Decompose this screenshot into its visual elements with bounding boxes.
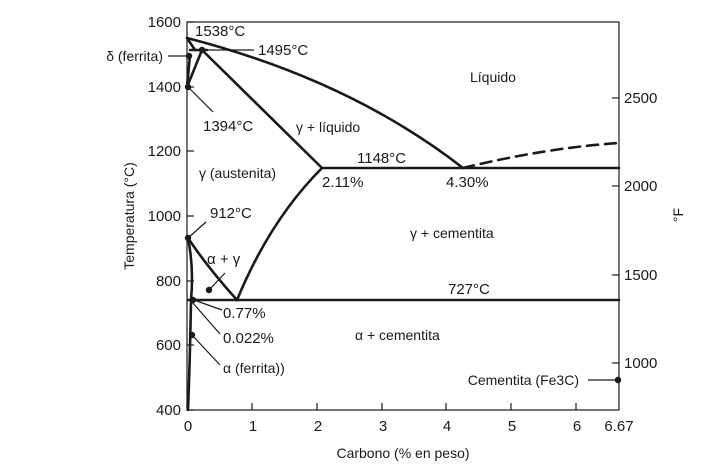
point-alpha-gamma	[205, 286, 213, 294]
y-tick-label: 1000	[148, 208, 181, 225]
label-727c: 727°C	[448, 281, 490, 298]
delta-solvus-line	[185, 53, 192, 89]
leader-0-022	[191, 301, 221, 335]
region-gamma-cementite: γ + cementita	[410, 225, 494, 241]
right-y-tick-labels: 1000 1500 2000 2500	[624, 90, 657, 372]
region-gamma-liquid: γ + líquido	[296, 119, 360, 135]
x-tick-label: 2	[314, 418, 322, 435]
alpha-solubility-line	[186, 298, 193, 412]
region-alpha-cementite: α + cementita	[355, 327, 440, 343]
point-1495c	[198, 46, 206, 54]
phase-boundaries	[185, 36, 621, 412]
y-right-tick-label: 2000	[624, 178, 657, 195]
delta-gamma-line-2	[185, 36, 197, 52]
region-austenite: γ (austenita)	[199, 165, 276, 181]
label-1495c: 1495°C	[258, 42, 308, 59]
left-y-tick-labels: 400 600 800 1000 1200 1400 1600	[148, 14, 181, 419]
x-ticks	[186, 403, 577, 410]
acm-line	[235, 166, 324, 302]
y-tick-label: 800	[156, 273, 181, 290]
leader-912c	[187, 221, 207, 239]
y-tick-label: 1600	[148, 14, 181, 31]
liquidus-dashed-line	[461, 141, 621, 170]
region-alpha-gamma: α + γ	[207, 251, 241, 268]
label-4-30-percent: 4.30%	[446, 174, 489, 191]
label-cementite: Cementita (Fe3C)	[468, 372, 579, 388]
x-tick-label: 1	[249, 418, 257, 435]
alpha-solvus-line	[186, 236, 194, 302]
label-912c: 912°C	[210, 205, 252, 222]
solidus-line	[200, 48, 324, 170]
y-tick-label: 1400	[148, 79, 181, 96]
x-tick-labels: 0 1 2 3 4 5 6 6.67	[184, 418, 634, 435]
x-axis-title: Carbono (% en peso)	[336, 445, 469, 461]
x-tick-label: 0	[184, 418, 192, 435]
callout-points	[184, 46, 622, 384]
label-delta-ferrite: δ (ferrita)	[106, 48, 163, 64]
label-alpha-ferrite: α (ferrita))	[223, 360, 285, 376]
point-cementite	[614, 376, 622, 384]
y-tick-label: 1200	[148, 143, 181, 160]
leader-1394c	[187, 86, 214, 113]
x-tick-label: 5	[508, 418, 516, 435]
x-tick-label: 3	[379, 418, 387, 435]
y-tick-label: 400	[156, 402, 181, 419]
x-tick-label: 6	[573, 418, 581, 435]
a3-line	[186, 236, 239, 302]
y-right-tick-label: 1000	[624, 355, 657, 372]
label-1148c: 1148°C	[357, 150, 406, 167]
y-axis-title-right: °F	[670, 208, 686, 222]
leader-0-77	[193, 299, 223, 311]
callout-leaders	[168, 49, 617, 381]
point-0-022	[189, 296, 197, 304]
region-liquid: Líquido	[470, 69, 516, 85]
point-alpha-ferrite	[188, 331, 196, 339]
leader-alpha-ferrite	[191, 334, 221, 366]
label-0-77-percent: 0.77%	[223, 305, 266, 322]
label-1538c: 1538°C	[195, 23, 245, 40]
y-right-tick-label: 1500	[624, 267, 657, 284]
point-delta-ferrite	[185, 52, 193, 60]
y-right-tick-label: 2500	[624, 90, 657, 107]
y-axis-title-left: Temperatura (°C)	[121, 162, 137, 270]
x-tick-label: 4	[443, 418, 451, 435]
leader-alpha-gamma	[208, 272, 226, 291]
point-1394c	[184, 83, 192, 91]
point-912c	[184, 234, 192, 242]
label-1394c: 1394°C	[203, 118, 253, 135]
label-0-022-percent: 0.022%	[223, 330, 274, 347]
liquidus-line	[185, 36, 465, 170]
label-2-11-percent: 2.11%	[322, 174, 363, 191]
right-y-ticks	[612, 97, 619, 364]
delta-gamma-line-1	[185, 48, 204, 89]
y-tick-label: 600	[156, 337, 181, 354]
x-tick-label: 6.67	[604, 418, 633, 435]
